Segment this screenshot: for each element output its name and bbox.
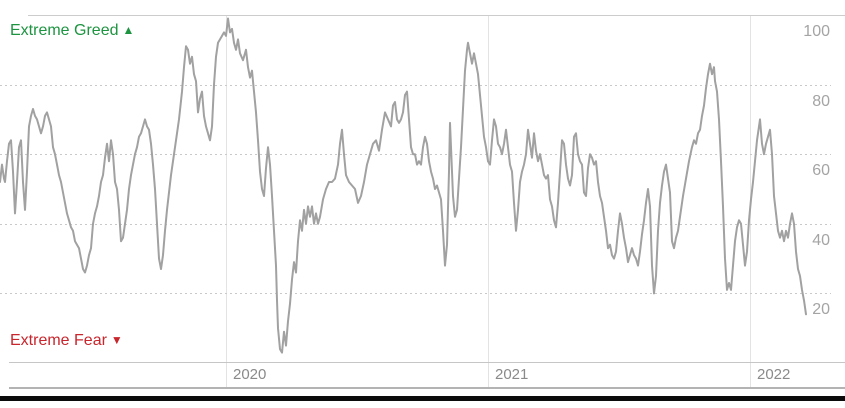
y-axis-tick-60: 60 [812, 162, 830, 180]
bottom-black-bar [0, 396, 845, 401]
year-gridline-2021 [488, 15, 489, 388]
gridline-80 [0, 84, 831, 86]
triangle-down-icon: ▼ [110, 333, 123, 347]
y-axis-tick-20: 20 [812, 301, 830, 319]
y-axis-tick-80: 80 [812, 92, 830, 110]
index-series-line [0, 17, 807, 354]
extreme-fear-label: Extreme Fear ▼ [10, 332, 123, 350]
extreme-greed-text: Extreme Greed [10, 22, 119, 39]
triangle-up-icon: ▲ [122, 23, 135, 37]
bottom-separator-line [9, 387, 845, 389]
gridline-40 [0, 223, 831, 225]
x-axis-label-2022: 2022 [757, 366, 791, 383]
extreme-fear-text: Extreme Fear [10, 332, 107, 349]
y-axis-tick-40: 40 [812, 231, 830, 249]
extreme-greed-label: Extreme Greed ▲ [10, 22, 134, 40]
gridline-20 [0, 293, 831, 295]
year-gridline-2020 [226, 15, 227, 388]
chart-top-border [28, 15, 845, 16]
x-axis-line [9, 362, 845, 363]
x-axis-label-2020: 2020 [233, 366, 267, 383]
x-axis-label-2021: 2021 [495, 366, 529, 383]
y-axis-tick-100: 100 [803, 23, 830, 40]
